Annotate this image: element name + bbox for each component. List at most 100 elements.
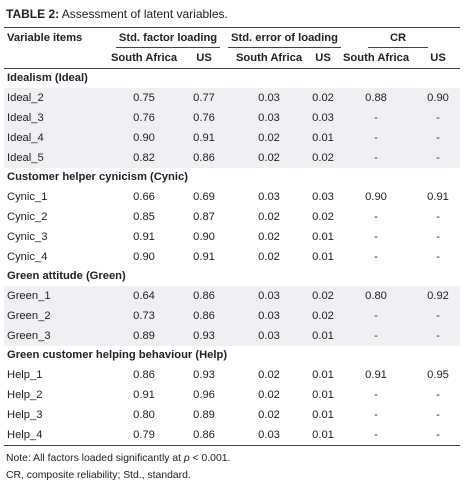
header-sfl-south-africa: South Africa — [108, 48, 180, 69]
cell-sfl-us: 0.86 — [180, 148, 229, 168]
cell-sfl-us: 0.76 — [180, 108, 229, 128]
cell-item: Help_3 — [7, 409, 43, 421]
cell-cr-us: - — [436, 211, 440, 223]
cell-item: Cynic_4 — [7, 251, 48, 263]
cell-se-south-africa: 0.02 — [258, 409, 280, 421]
table-row: Help_2 0.91 0.96 0.02 0.01 - - — [4, 385, 460, 405]
cell-se-us: 0.03 — [312, 191, 334, 203]
cell-se-south-africa: 0.03 — [228, 326, 311, 346]
header-sfl-us: US — [180, 48, 229, 69]
cell-cr-south-africa: - — [336, 326, 417, 346]
cell-cr-us: 0.92 — [416, 286, 461, 306]
cell-se-south-africa: 0.03 — [228, 286, 311, 306]
table-row: Ideal_2 0.75 0.77 0.03 0.02 0.88 0.90 — [4, 88, 461, 108]
table-row: Green_3 0.89 0.93 0.03 0.01- - — [4, 326, 461, 346]
header-blank — [4, 48, 108, 69]
cell-cr-south-africa: - — [374, 251, 378, 263]
section-title: Customer helper cynicism (Cynic) — [7, 171, 188, 183]
cell-cr-us: - — [416, 148, 461, 168]
cell-cr-south-africa: - — [336, 128, 417, 148]
section-title: Green attitude (Green) — [7, 270, 126, 282]
cell-sfl-south-africa: 0.80 — [133, 409, 155, 421]
table-row: Green_2 0.73 0.86 0.03 0.02- - — [4, 306, 461, 326]
cell-sfl-south-africa: 0.66 — [133, 191, 155, 203]
cell-cr-us: - — [436, 251, 440, 263]
header-std-factor-loading: Std. factor loading — [108, 27, 229, 48]
cell-se-us: 0.01 — [312, 251, 334, 263]
cell-se-south-africa: 0.02 — [228, 128, 311, 148]
cell-sfl-us: 0.86 — [180, 306, 229, 326]
cell-cr-south-africa: - — [336, 108, 417, 128]
cell-item: Help_2 — [7, 389, 43, 401]
cell-se-south-africa: 0.03 — [258, 191, 280, 203]
cell-sfl-us: 0.91 — [193, 251, 215, 263]
cell-se-us: 0.02 — [310, 286, 337, 306]
table-figure: TABLE 2: Assessment of latent variables.… — [4, 0, 461, 484]
cell-sfl-us: 0.69 — [193, 191, 215, 203]
cell-se-us: 0.01 — [312, 409, 334, 421]
cell-cr-us: 0.91 — [427, 191, 449, 203]
section-header: Green customer helping behaviour (Help) — [4, 346, 460, 365]
cell-se-south-africa: 0.03 — [228, 306, 311, 326]
cell-sfl-us: 0.91 — [180, 128, 229, 148]
header-row-groups: Variable items Std. factor loading Std. … — [4, 27, 461, 48]
cell-se-us: 0.02 — [310, 148, 337, 168]
table-row: Green_1 0.64 0.86 0.03 0.02 0.80 0.92 — [4, 286, 461, 306]
cell-se-south-africa: 0.02 — [258, 251, 280, 263]
cell-sfl-us: 0.96 — [193, 389, 215, 401]
cell-cr-south-africa: - — [374, 211, 378, 223]
header-variable-items: Variable items — [4, 27, 108, 48]
cell-se-us: 0.01 — [312, 389, 334, 401]
note-significance: Note: All factors loaded significantly a… — [6, 453, 231, 464]
cell-sfl-us: 0.93 — [180, 326, 229, 346]
cell-se-south-africa: 0.03 — [228, 425, 311, 446]
cell-cr-south-africa: 0.88 — [336, 88, 417, 108]
cell-sfl-south-africa: 0.73 — [108, 306, 180, 326]
cell-se-south-africa: 0.02 — [258, 389, 280, 401]
cell-cr-us: - — [416, 108, 461, 128]
cell-se-us: 0.01 — [310, 326, 337, 346]
cell-cr-us: - — [436, 231, 440, 243]
cell-cr-south-africa: 0.90 — [365, 191, 387, 203]
caption-label: TABLE 2: — [6, 7, 60, 21]
header-std-error-loading: Std. error of loading — [228, 27, 341, 48]
cell-sfl-south-africa: 0.82 — [108, 148, 180, 168]
cell-item: Help_4 — [4, 425, 108, 446]
cell-cr-us: - — [416, 326, 461, 346]
cell-item: Ideal_2 — [4, 88, 108, 108]
cell-se-south-africa: 0.02 — [258, 231, 280, 243]
cell-item: Ideal_3 — [4, 108, 108, 128]
cell-sfl-us: 0.90 — [193, 231, 215, 243]
cell-sfl-south-africa: 0.75 — [108, 88, 180, 108]
cell-cr-south-africa: - — [336, 148, 417, 168]
header-se-south-africa: South Africa — [228, 48, 311, 69]
cell-sfl-south-africa: 0.91 — [133, 389, 155, 401]
section-header: Customer helper cynicism (Cynic) — [4, 168, 460, 187]
cell-sfl-us: 0.93 — [193, 369, 215, 381]
cell-se-south-africa: 0.02 — [228, 148, 311, 168]
cell-item: Help_1 — [7, 369, 43, 381]
cell-se-south-africa: 0.02 — [258, 211, 280, 223]
cell-se-us: 0.01 — [312, 369, 334, 381]
header-cr: CR — [336, 27, 461, 48]
cell-cr-us: - — [436, 389, 440, 401]
cell-cr-south-africa: - — [336, 306, 417, 326]
table-row: Ideal_5 0.82 0.86 0.02 0.02- - — [4, 148, 461, 168]
header-row-countries: South Africa US South Africa US South Af… — [4, 48, 461, 69]
cell-cr-us: - — [436, 409, 440, 421]
cell-sfl-south-africa: 0.86 — [133, 369, 155, 381]
cell-sfl-us: 0.77 — [180, 88, 229, 108]
cell-item: Green_3 — [4, 326, 108, 346]
cell-sfl-south-africa: 0.79 — [108, 425, 180, 446]
table-body: Idealism (Ideal) Ideal_2 0.75 0.77 0.03 0.02 0… — [4, 69, 461, 446]
cell-item: Ideal_5 — [4, 148, 108, 168]
cell-cr-us: 0.95 — [427, 369, 449, 381]
cell-se-us: 0.02 — [310, 88, 337, 108]
cell-cr-south-africa: 0.80 — [336, 286, 417, 306]
cell-cr-south-africa: - — [374, 409, 378, 421]
table-notes: Note: All factors loaded significantly a… — [6, 450, 460, 484]
caption-text: Assessment of latent variables. — [59, 7, 228, 21]
cell-cr-south-africa: - — [374, 231, 378, 243]
cell-cr-us: - — [416, 306, 461, 326]
table-row: Cynic_3 0.91 0.90 0.02 0.01 - - — [4, 227, 460, 247]
